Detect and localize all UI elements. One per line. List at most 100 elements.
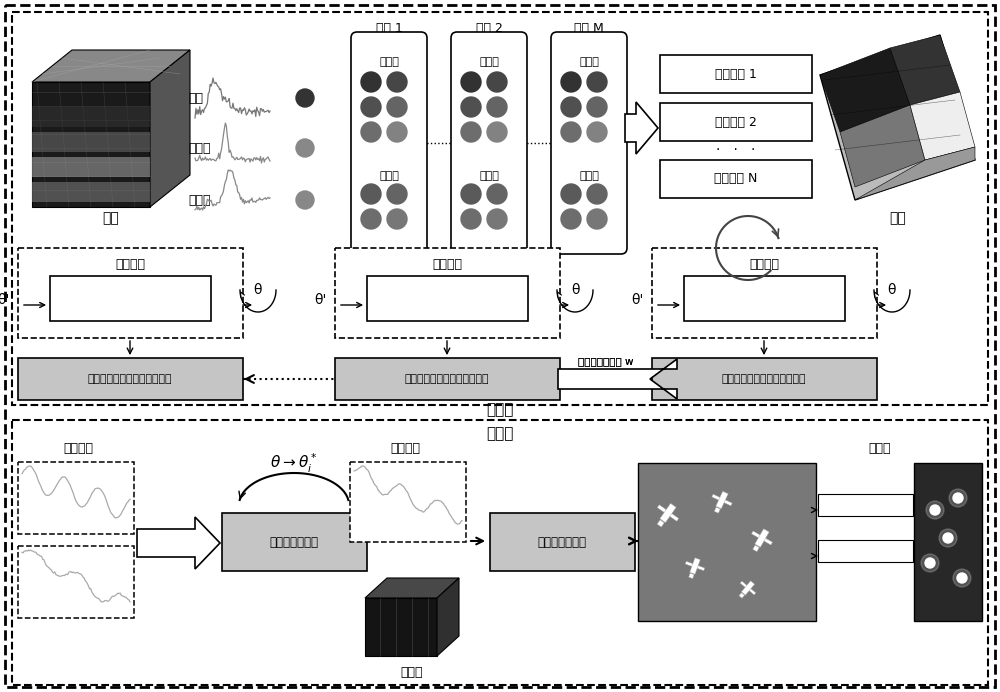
Circle shape: [461, 209, 481, 229]
Polygon shape: [32, 157, 150, 177]
Circle shape: [487, 209, 507, 229]
Text: 查询集: 查询集: [379, 171, 399, 181]
Circle shape: [487, 184, 507, 204]
Text: 元训练: 元训练: [486, 403, 514, 417]
Text: 查询集: 查询集: [579, 171, 599, 181]
Polygon shape: [137, 517, 220, 569]
Circle shape: [587, 122, 607, 142]
FancyBboxPatch shape: [451, 32, 527, 254]
Text: 内部更新: 内部更新: [749, 257, 779, 271]
Text: 正样本: 正样本: [188, 141, 210, 154]
FancyBboxPatch shape: [551, 32, 627, 254]
Text: 三通道深度残差卷积连体网络: 三通道深度残差卷积连体网络: [405, 374, 489, 384]
Bar: [490, 513, 635, 571]
Text: 外部更新元知识 w: 外部更新元知识 w: [578, 356, 634, 366]
Text: θ: θ: [888, 283, 896, 297]
Polygon shape: [752, 531, 772, 545]
Text: 任务批次 2: 任务批次 2: [426, 293, 468, 305]
Circle shape: [953, 569, 971, 587]
Bar: [638, 463, 816, 621]
Circle shape: [387, 97, 407, 117]
Circle shape: [953, 493, 963, 503]
Circle shape: [461, 72, 481, 92]
Polygon shape: [32, 182, 150, 202]
Text: 引导滤波: 引导滤波: [854, 498, 879, 508]
Circle shape: [925, 558, 935, 568]
Text: 检测图: 检测图: [869, 441, 891, 455]
Text: $\theta \rightarrow \theta_i^*$: $\theta \rightarrow \theta_i^*$: [270, 451, 318, 475]
Circle shape: [296, 139, 314, 157]
Bar: [12, 420, 988, 685]
Text: 两通道连体网络: 两通道连体网络: [538, 536, 586, 549]
Circle shape: [926, 501, 944, 519]
Polygon shape: [437, 578, 459, 656]
Circle shape: [461, 184, 481, 204]
Bar: [914, 463, 982, 621]
Bar: [818, 540, 913, 562]
Polygon shape: [660, 503, 676, 522]
Circle shape: [361, 97, 381, 117]
Circle shape: [930, 505, 940, 515]
Text: 内部更新: 内部更新: [432, 257, 462, 271]
Bar: [660, 103, 812, 141]
Text: 锚点: 锚点: [188, 91, 203, 104]
Circle shape: [561, 184, 581, 204]
Text: θ: θ: [254, 283, 262, 297]
Bar: [350, 462, 466, 542]
Text: 任务批次 N: 任务批次 N: [108, 293, 152, 305]
Circle shape: [921, 554, 939, 572]
Text: 三通道深度残差卷积连体网络: 三通道深度残差卷积连体网络: [88, 374, 172, 384]
Text: 外部更新元知识 w: 外部更新元知识 w: [578, 356, 634, 366]
Polygon shape: [32, 107, 150, 127]
Circle shape: [587, 184, 607, 204]
Circle shape: [587, 72, 607, 92]
Circle shape: [461, 122, 481, 142]
Text: 先验目标: 先验目标: [390, 441, 420, 455]
Text: 先验目标: 先验目标: [63, 441, 93, 455]
Polygon shape: [32, 82, 150, 207]
Polygon shape: [558, 359, 677, 399]
Text: 源域: 源域: [103, 211, 119, 225]
Circle shape: [361, 72, 381, 92]
Bar: [18, 462, 134, 534]
Polygon shape: [716, 491, 728, 509]
Polygon shape: [890, 35, 960, 105]
Circle shape: [943, 533, 953, 543]
Text: 查询集: 查询集: [479, 171, 499, 181]
Text: 引导滤波: 引导滤波: [852, 500, 878, 510]
Text: 标签: 标签: [890, 211, 906, 225]
Polygon shape: [689, 573, 694, 579]
Circle shape: [361, 184, 381, 204]
Text: 内部更新: 内部更新: [115, 257, 145, 271]
Bar: [18, 358, 243, 400]
Polygon shape: [714, 507, 720, 513]
Polygon shape: [657, 504, 679, 521]
Circle shape: [387, 209, 407, 229]
Circle shape: [957, 573, 967, 583]
Text: 任务 M: 任务 M: [574, 21, 604, 35]
Text: 支持集: 支持集: [479, 57, 499, 67]
Bar: [652, 358, 877, 400]
Polygon shape: [712, 494, 732, 506]
Text: 目标域: 目标域: [401, 666, 423, 680]
Bar: [660, 55, 812, 93]
Text: 任务 2: 任务 2: [476, 21, 502, 35]
Text: 形态学闭运算: 形态学闭运算: [846, 546, 884, 556]
Circle shape: [561, 72, 581, 92]
Text: 负样本: 负样本: [188, 194, 210, 206]
Polygon shape: [741, 581, 755, 595]
Text: 支持集: 支持集: [579, 57, 599, 67]
Polygon shape: [690, 558, 700, 574]
Circle shape: [296, 191, 314, 209]
Circle shape: [939, 529, 957, 547]
Circle shape: [387, 122, 407, 142]
Circle shape: [587, 97, 607, 117]
Circle shape: [487, 122, 507, 142]
Polygon shape: [755, 529, 769, 547]
Circle shape: [487, 97, 507, 117]
Text: θ': θ': [0, 293, 9, 307]
Bar: [12, 12, 988, 405]
Text: 任务批次 N: 任务批次 N: [714, 172, 758, 185]
Bar: [684, 276, 845, 321]
Circle shape: [561, 97, 581, 117]
